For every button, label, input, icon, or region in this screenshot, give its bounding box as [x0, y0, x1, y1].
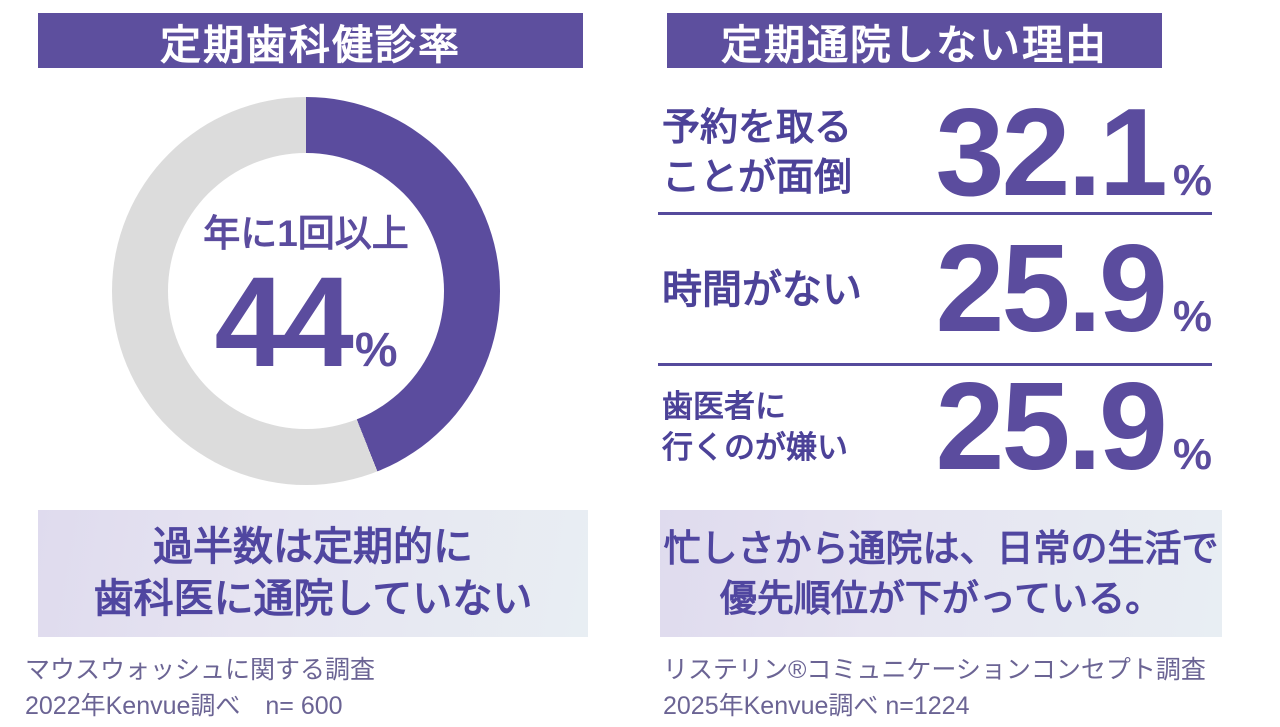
donut-hole: 年に1回以上 44 % [168, 153, 444, 429]
reason-label: 歯医者に 行くのが嫌い [662, 389, 848, 465]
reason-unit: % [1172, 292, 1212, 342]
divider [658, 212, 1212, 215]
right-summary-box: 忙しさから通院は、日常の生活で 優先順位が下がっている。 [660, 510, 1222, 637]
divider [658, 363, 1212, 366]
reason-value: 32.1 [935, 83, 1168, 222]
right-source-note: リステリン®コミュニケーションコンセプト調査 2025年Kenvue調べ n=1… [663, 656, 1206, 720]
reason-row: 時間がない 25.9 % [662, 217, 1212, 363]
left-panel-header: 定期歯科健診率 [38, 13, 583, 68]
right-panel-title: 定期通院しない理由 [721, 21, 1108, 68]
reason-label: 予約を取る ことが面倒 [662, 107, 853, 199]
reason-row: 歯医者に 行くのが嫌い 25.9 % [662, 357, 1212, 496]
left-source-note: マウスウォッシュに関する調査 2022年Kenvue調べ n= 600 [25, 656, 376, 720]
reason-value: 25.9 [935, 220, 1168, 359]
reason-row: 予約を取る ことが面倒 32.1 % [662, 83, 1212, 222]
donut-value: 44 [214, 251, 353, 394]
donut-value-row: 44 % [214, 259, 397, 387]
right-panel-header: 定期通院しない理由 [667, 13, 1162, 68]
left-panel-title: 定期歯科健診率 [160, 21, 461, 68]
reason-value-row: 25.9 % [935, 220, 1212, 359]
donut-chart: 年に1回以上 44 % [112, 97, 500, 485]
reason-unit: % [1172, 155, 1212, 205]
reason-value-row: 25.9 % [935, 357, 1212, 496]
reason-value-row: 32.1 % [935, 83, 1212, 222]
left-summary-box: 過半数は定期的に 歯科医に通院していない [38, 510, 588, 637]
reason-unit: % [1172, 429, 1212, 479]
left-summary-text: 過半数は定期的に 歯科医に通院していない [93, 525, 533, 621]
donut-center-label: 年に1回以上 [203, 213, 409, 254]
right-summary-text: 忙しさから通院は、日常の生活で 優先順位が下がっている。 [663, 527, 1219, 619]
reason-label: 時間がない [662, 268, 862, 312]
donut-unit: % [354, 324, 398, 377]
reason-value: 25.9 [935, 357, 1168, 496]
